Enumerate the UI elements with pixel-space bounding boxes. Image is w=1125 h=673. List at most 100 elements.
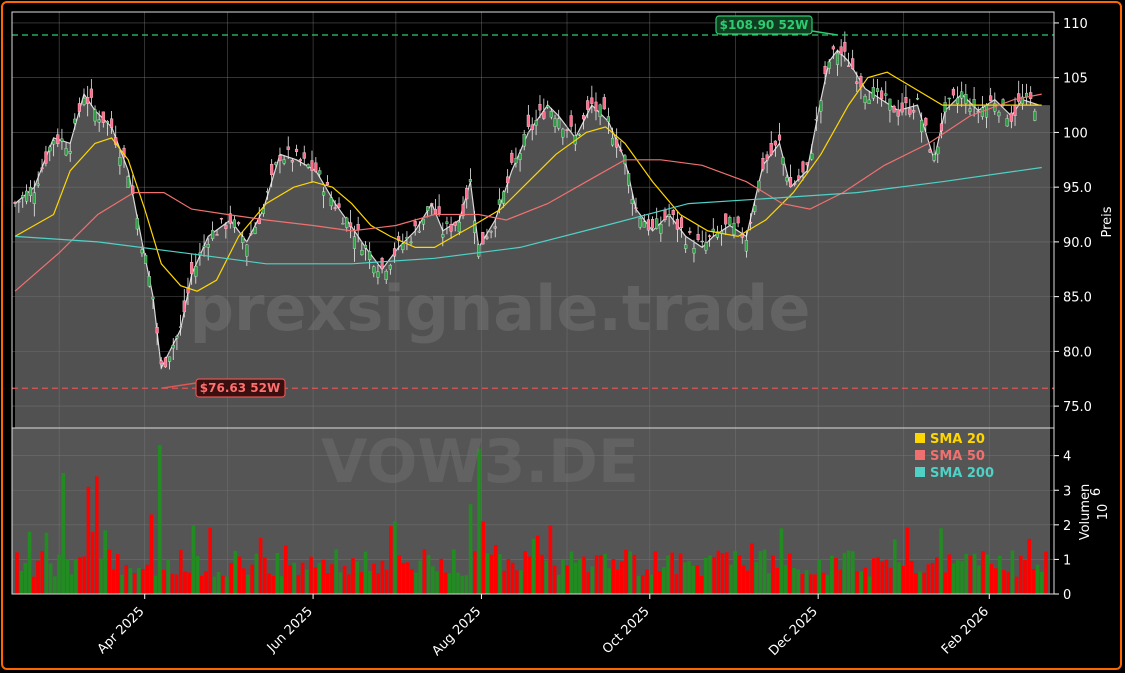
volume-bar [653, 551, 658, 594]
volume-bar [594, 555, 599, 594]
candle-body [688, 230, 692, 233]
volume-bar [57, 554, 61, 594]
volume-bar [964, 553, 968, 594]
volume-bar [288, 565, 292, 594]
volume-bar [225, 576, 229, 594]
volume-bar [603, 553, 607, 594]
volume-bar [355, 561, 359, 594]
volume-bar [200, 575, 204, 594]
candle-body [86, 97, 90, 104]
volume-bar [842, 552, 847, 594]
candle-body [282, 159, 286, 164]
volume-bar [897, 562, 901, 594]
candle-body [1005, 118, 1009, 127]
candle-body [642, 221, 646, 228]
candle-body [928, 149, 932, 153]
candle-body [360, 250, 364, 256]
volume-bar [334, 549, 338, 594]
volume-bar [569, 551, 574, 594]
volume-bar [120, 574, 124, 594]
volume-bar [956, 560, 960, 594]
volume-bar [951, 563, 956, 594]
candle-body [785, 177, 789, 182]
volume-bar [914, 573, 918, 594]
volume-bar [565, 565, 569, 594]
volume-bar [620, 561, 624, 594]
volume-bar [800, 574, 805, 594]
candle-body [333, 207, 337, 209]
candle-body [855, 81, 859, 84]
price-tick-label: 100 [1063, 126, 1088, 141]
volume-bar [275, 552, 280, 594]
volume-bar [86, 486, 91, 594]
watermark-site: prexsignale.trade [190, 272, 811, 345]
volume-bar [1019, 555, 1023, 594]
volume-bar [23, 562, 28, 594]
candle-body [594, 101, 598, 112]
volume-bar [725, 552, 729, 594]
candle-body [546, 105, 550, 108]
candle-body [306, 164, 310, 168]
candle-body [696, 234, 700, 241]
candle-body [968, 108, 972, 112]
candle-body [586, 100, 590, 110]
legend-label: SMA 20 [930, 432, 985, 447]
volume-bar [641, 575, 645, 594]
candle-body [302, 152, 306, 159]
volume-bar [834, 557, 838, 594]
volume-bar [767, 573, 771, 594]
watermark-ticker: VOW3.DE [321, 427, 639, 497]
volume-bar [636, 575, 641, 594]
candle-body [810, 153, 814, 160]
candle-body [372, 266, 376, 274]
candle-body [684, 244, 688, 249]
volume-multiplier: 10 [1096, 504, 1111, 521]
candle-body [163, 357, 167, 368]
volume-bar [930, 562, 935, 594]
candle-body [274, 162, 278, 165]
candle-body [449, 223, 453, 232]
candle-body [376, 271, 380, 278]
volume-bar [376, 573, 380, 594]
volume-bar [809, 574, 813, 594]
candle-body [17, 200, 21, 203]
volume-bar [746, 570, 750, 594]
candle-body [151, 296, 155, 300]
volume-bar [586, 572, 590, 594]
candle-body [708, 235, 712, 237]
volume-bar [498, 554, 502, 594]
volume-bar [233, 550, 238, 594]
volume-bar [40, 551, 44, 594]
candle-body [73, 118, 77, 124]
volume-bar [611, 558, 616, 594]
volume-bar [775, 567, 779, 594]
candle-body [265, 191, 270, 193]
candle-body [514, 157, 518, 164]
volume-bar [846, 550, 851, 594]
candle-body [144, 254, 148, 264]
volume-bar [657, 571, 662, 594]
candle-body [569, 115, 573, 127]
candle-body [748, 221, 753, 224]
volume-bar [548, 525, 553, 594]
volume-bar [191, 525, 196, 594]
volume-bar [607, 568, 611, 594]
volume-bar [158, 445, 162, 594]
volume-bar [947, 554, 952, 594]
candle-body [40, 167, 44, 170]
candle-body [206, 244, 210, 248]
volume-bar [44, 532, 49, 594]
sma-line [14, 93, 1042, 292]
candle-body [651, 219, 655, 229]
candle-body [565, 129, 569, 131]
candle-body [634, 207, 638, 209]
volume-bar [817, 559, 821, 594]
volume-bar [279, 576, 284, 594]
volume-bar [82, 556, 86, 594]
volume-bar [981, 551, 985, 594]
volume-bar [704, 557, 708, 594]
candle-body [453, 222, 457, 226]
volume-bar [708, 555, 712, 594]
candle-body [322, 191, 326, 196]
volume-bar [851, 551, 855, 594]
